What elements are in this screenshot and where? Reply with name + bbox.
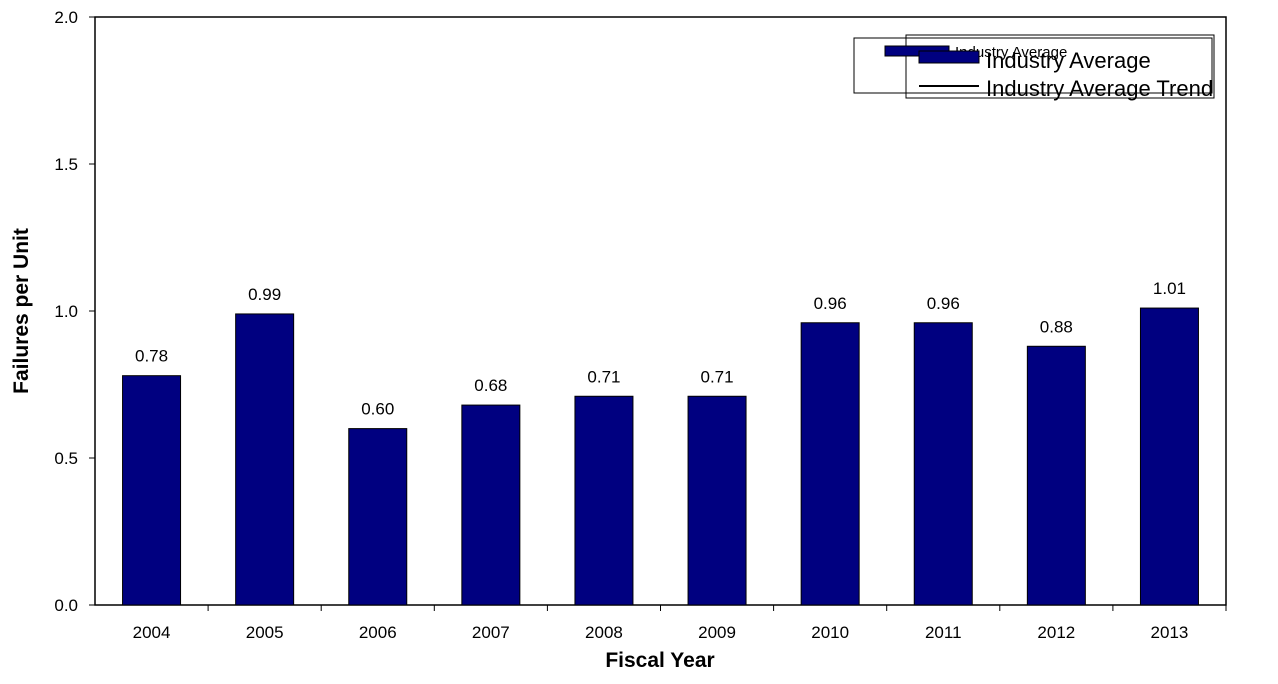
data-label-2013: 1.01 <box>1153 279 1186 298</box>
x-axis-title: Fiscal Year <box>605 649 714 672</box>
bar-2004 <box>122 375 182 606</box>
legend-box-outer <box>853 37 1213 94</box>
data-labels-layer: 0.78 0.99 0.60 0.68 0.71 0.71 0.96 0.96 0.88 1.01 <box>135 279 1186 419</box>
legend-label-trend: Industry Average Trend <box>986 76 1213 101</box>
bar-2011 <box>913 322 973 606</box>
legend-swatch-bar <box>918 50 980 64</box>
y-tick-label-0.5: 0.5 <box>54 449 78 468</box>
data-label-2008: 0.71 <box>587 367 620 386</box>
data-label-2004: 0.78 <box>135 347 168 366</box>
data-label-2005: 0.99 <box>248 285 281 304</box>
data-label-2006: 0.60 <box>361 400 394 419</box>
x-tick-label-2009: 2009 <box>698 623 736 642</box>
bar-2010 <box>800 322 860 606</box>
legend-label-bar: Industry Average <box>986 48 1151 73</box>
bar-2005 <box>235 313 295 606</box>
bar-2006 <box>348 428 408 606</box>
data-label-2010: 0.96 <box>814 294 847 313</box>
x-tick-label-2013: 2013 <box>1151 623 1189 642</box>
legend-box-inner <box>905 34 1215 99</box>
x-tick-label-2005: 2005 <box>246 623 284 642</box>
axis-layer: 2004 2005 2006 2007 2008 2009 2010 2011 2012 2013… <box>54 8 1227 642</box>
y-tick-label-2.0: 2.0 <box>54 8 78 27</box>
x-tick-label-2011: 2011 <box>925 623 962 642</box>
bars-layer <box>122 307 1199 606</box>
legend: Industry Average Industry Average Indust… <box>853 34 1215 101</box>
y-tick-label-0.0: 0.0 <box>54 596 78 615</box>
bar-2013 <box>1139 307 1199 606</box>
x-tick-label-2006: 2006 <box>359 623 397 642</box>
y-tick-label-1.5: 1.5 <box>54 155 78 174</box>
data-label-2007: 0.68 <box>474 376 507 395</box>
x-tick-label-2010: 2010 <box>811 623 849 642</box>
x-tick-label-2008: 2008 <box>585 623 623 642</box>
y-axis-title: Failures per Unit <box>10 228 33 394</box>
y-tick-label-1.0: 1.0 <box>54 302 78 321</box>
legend-label-small: Industry Average <box>955 44 1067 61</box>
bar-2007 <box>461 404 521 606</box>
x-tick-label-2012: 2012 <box>1037 623 1075 642</box>
x-tick-label-2004: 2004 <box>133 623 171 642</box>
bar-2012 <box>1026 345 1086 606</box>
bar-2008 <box>574 395 634 606</box>
data-label-2009: 0.71 <box>701 367 734 386</box>
bar-2009 <box>687 395 747 606</box>
data-label-2011: 0.96 <box>927 294 960 313</box>
x-tick-label-2007: 2007 <box>472 623 510 642</box>
data-label-2012: 0.88 <box>1040 317 1073 336</box>
